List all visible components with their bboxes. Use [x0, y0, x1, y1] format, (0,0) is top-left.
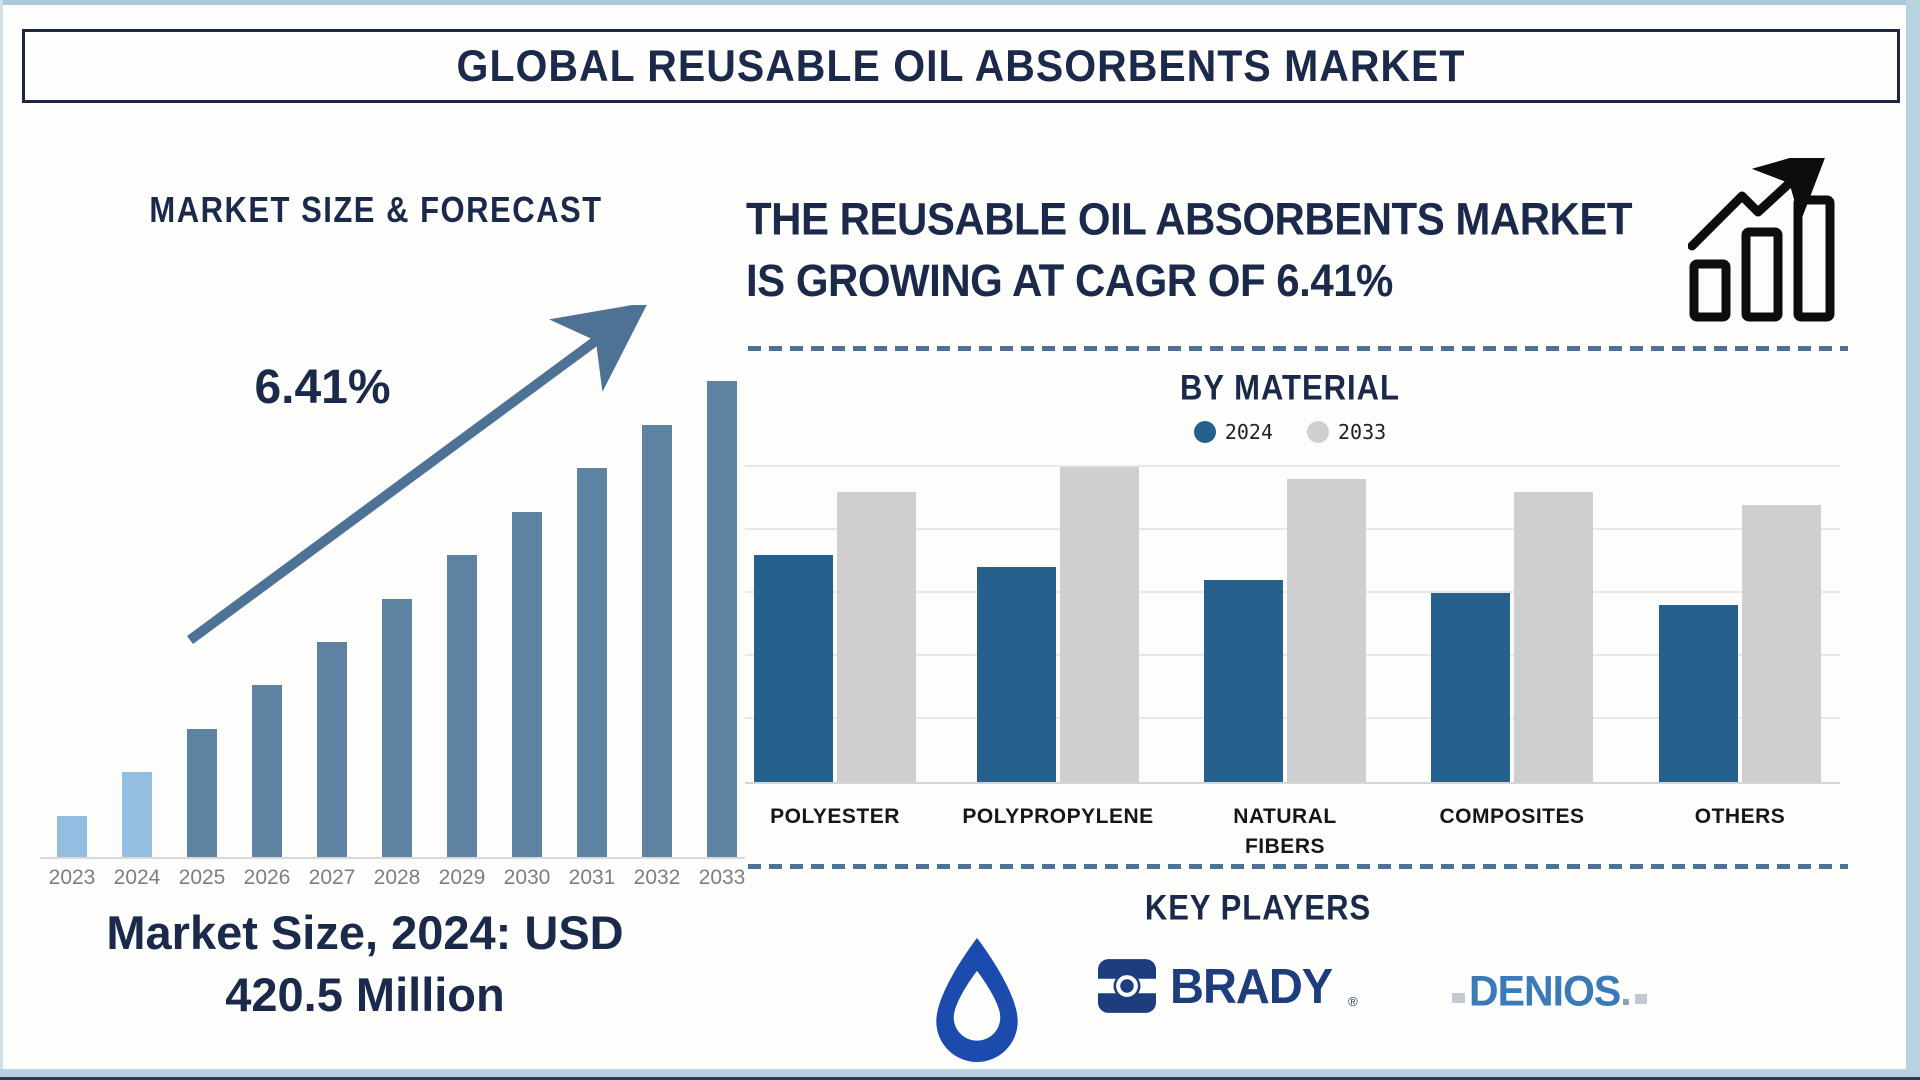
frame-strip-right	[1906, 0, 1920, 1080]
material-bar-2033-natural-fibers	[1287, 479, 1366, 782]
year-label-2031: 2031	[568, 866, 616, 889]
market-size-bar-2028	[382, 599, 412, 857]
right-headline-line1: THE REUSABLE OIL ABSORBENTS MARKET	[746, 193, 1633, 245]
market-size-bar-2025	[187, 729, 217, 857]
left-chart-heading: MARKET SIZE & FORECAST	[149, 188, 603, 231]
title-bar: GLOBAL REUSABLE OIL ABSORBENTS MARKET	[22, 29, 1900, 103]
key-players-title: KEY PLAYERS	[1144, 887, 1372, 928]
gridline	[745, 465, 1840, 467]
frame-strip-left	[0, 0, 3, 1080]
year-label-2030: 2030	[503, 866, 551, 889]
material-bar-2033-polypropylene	[1060, 467, 1139, 782]
year-label-2033: 2033	[698, 866, 746, 889]
year-label-2029: 2029	[438, 866, 486, 889]
by-material-title: BY MATERIAL	[1180, 367, 1400, 408]
year-label-2026: 2026	[243, 866, 291, 889]
material-category-label: POLYPROPYLENE	[962, 805, 1154, 828]
chart-legend: 2024 2033	[745, 420, 1835, 444]
legend-item-2033: 2033	[1307, 420, 1386, 444]
legend-label-2033: 2033	[1338, 420, 1387, 444]
market-size-caption-line1: Market Size, 2024: USD	[106, 906, 624, 959]
denios-logo-period: .	[1620, 968, 1632, 1014]
denios-logo: DENIOS .	[1452, 966, 1647, 1016]
year-label-2028: 2028	[373, 866, 421, 889]
market-size-caption: Market Size, 2024: USD 420.5 Million	[40, 902, 690, 1026]
brady-logo-icon	[1098, 958, 1156, 1013]
year-label-2024: 2024	[113, 866, 161, 889]
market-size-bar-chart	[40, 300, 745, 859]
material-bar-2024-polyester	[754, 555, 833, 782]
market-size-bar-2030	[512, 512, 542, 857]
market-size-year-labels: 2023 2024 2025 2026 2027 2028 2029 2030 2031 2032…	[40, 866, 746, 892]
market-size-bar-2027	[317, 642, 347, 857]
frame-strip-top	[0, 0, 1920, 5]
cagr-value-label: 6.41%	[254, 361, 391, 414]
market-size-bar-2033	[707, 381, 737, 857]
market-size-bar-2023	[57, 816, 87, 857]
dashed-divider-top	[748, 346, 1848, 351]
year-label-2027: 2027	[308, 866, 356, 889]
up-right-trend-arrow-icon	[187, 305, 649, 645]
denios-logo-text: DENIOS	[1469, 966, 1621, 1016]
market-size-bar-2024	[122, 772, 152, 857]
water-droplet-logo-icon	[936, 937, 1018, 1062]
material-category-label: POLYESTER	[770, 805, 900, 828]
brady-logo: BRADY ®	[1098, 958, 1358, 1013]
legend-dot-2024	[1193, 421, 1216, 443]
material-bar-2024-polypropylene	[977, 567, 1056, 782]
right-headline: THE REUSABLE OIL ABSORBENTS MARKET IS GR…	[746, 188, 1686, 311]
legend-item-2024: 2024	[1193, 420, 1273, 444]
dashed-divider-bottom	[748, 864, 1848, 869]
market-size-bar-2026	[252, 685, 282, 857]
year-label-2023: 2023	[48, 866, 96, 889]
material-bar-2024-others	[1659, 605, 1738, 782]
legend-dot-2033	[1307, 421, 1329, 443]
year-label-2032: 2032	[633, 866, 681, 889]
legend-label-2024: 2024	[1224, 420, 1273, 444]
material-category-label: NATURAL FIBERS	[1233, 805, 1337, 858]
market-size-bar-2032	[642, 425, 672, 857]
growth-chart-icon	[1688, 158, 1835, 322]
material-bar-2024-natural-fibers	[1204, 580, 1283, 782]
frame-strip-bottom	[0, 1069, 1920, 1080]
material-bar-2033-polyester	[837, 492, 916, 782]
by-material-bar-chart	[745, 455, 1840, 784]
brady-registered-mark: ®	[1348, 994, 1358, 1009]
material-bar-2024-composites	[1431, 593, 1510, 782]
market-size-bar-2031	[577, 468, 607, 857]
right-headline-line2: IS GROWING AT CAGR OF 6.41%	[746, 254, 1393, 306]
denios-pixel-decoration-left	[1452, 992, 1465, 1003]
brady-logo-text: BRADY	[1170, 957, 1333, 1014]
material-bar-2033-composites	[1514, 492, 1593, 782]
market-size-bar-2029	[447, 555, 477, 857]
page-title: GLOBAL REUSABLE OIL ABSORBENTS MARKET	[456, 40, 1466, 91]
material-category-labels: POLYESTER POLYPROPYLENE NATURAL FIBERS COMP…	[745, 802, 1840, 864]
denios-pixel-decoration-right	[1634, 993, 1647, 1004]
material-category-label: COMPOSITES	[1439, 805, 1585, 828]
material-bar-2033-others	[1742, 505, 1821, 782]
year-label-2025: 2025	[178, 866, 226, 889]
material-category-label: OTHERS	[1694, 805, 1786, 828]
market-size-caption-line2: 420.5 Million	[225, 968, 505, 1021]
